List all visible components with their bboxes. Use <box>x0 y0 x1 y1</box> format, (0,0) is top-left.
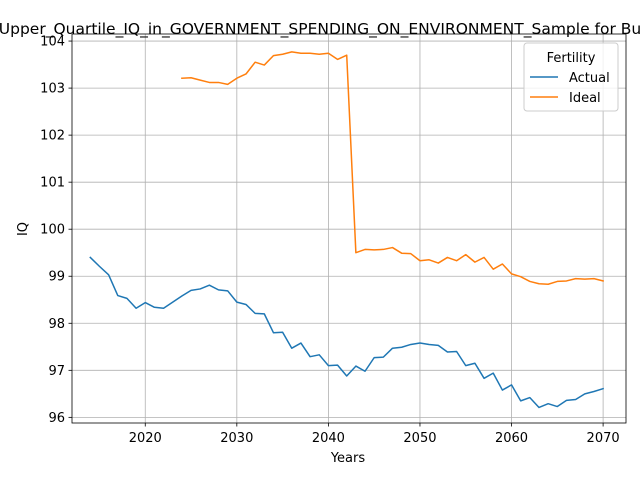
y-axis-ticks: 96 97 98 99 100 101 102 103 104 <box>40 35 72 426</box>
legend-label-ideal: Ideal <box>569 91 601 106</box>
series-line-actual <box>89 256 605 409</box>
series-line-ideal <box>181 51 605 285</box>
x-tick-label: 2030 <box>220 431 253 446</box>
y-tick-label: 99 <box>48 270 65 285</box>
x-tick-label: 2050 <box>403 431 436 446</box>
y-tick-label: 96 <box>48 411 65 426</box>
x-axis-ticks: 2020 2030 2040 2050 2060 2070 <box>129 423 620 446</box>
chart-title: Upper_Quartile_IQ_in_GOVERNMENT_SPENDING… <box>0 20 640 39</box>
y-tick-label: 104 <box>40 35 65 50</box>
y-tick-label: 100 <box>40 223 65 238</box>
series-layer <box>89 51 605 409</box>
plot-frame <box>71 33 627 424</box>
y-axis-label: IQ <box>16 222 31 236</box>
x-tick-label: 2060 <box>495 431 528 446</box>
legend: Fertility Actual Ideal <box>523 42 619 112</box>
legend-box <box>523 42 619 112</box>
legend-title: Fertility <box>547 51 596 66</box>
x-tick-label: 2070 <box>587 431 620 446</box>
y-tick-label: 103 <box>40 82 65 97</box>
x-tick-label: 2040 <box>312 431 345 446</box>
y-gridlines <box>72 40 626 418</box>
y-tick-label: 98 <box>48 317 65 332</box>
legend-label-actual: Actual <box>569 71 610 86</box>
y-tick-label: 97 <box>48 364 65 379</box>
x-tick-label: 2020 <box>129 431 162 446</box>
x-gridlines <box>144 34 604 423</box>
y-tick-label: 102 <box>40 129 65 144</box>
x-axis-label: Years <box>330 451 366 466</box>
y-tick-label: 101 <box>40 176 65 191</box>
